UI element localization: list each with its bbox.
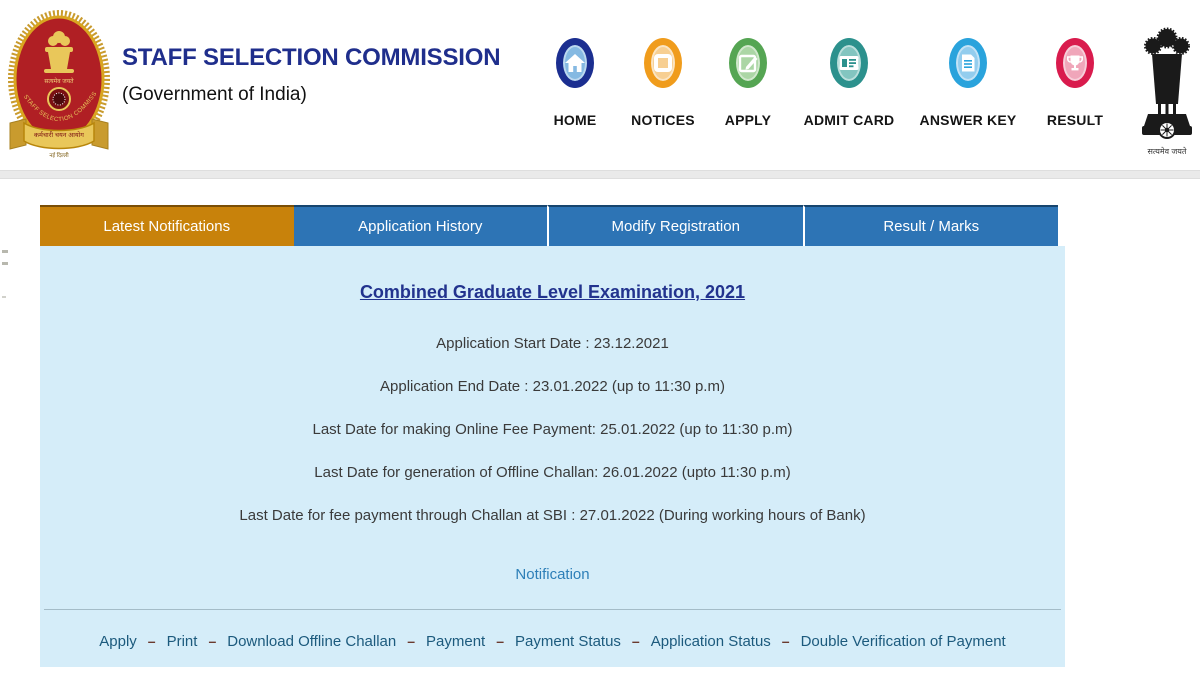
nav-label-answer-key: ANSWER KEY [919,112,1017,128]
online-fee-last-date: Last Date for making Online Fee Payment:… [312,421,793,438]
site-title: STAFF SELECTION COMMISSION [122,44,501,71]
print-link[interactable]: Print [166,633,198,650]
result-icon [1056,38,1094,88]
nav-label-home: HOME [553,112,597,128]
notice-panel: Combined Graduate Level Examination, 202… [40,246,1065,667]
tab-bar: Latest Notifications Application History… [40,205,1058,246]
home-icon [556,38,594,88]
tab-modify-registration[interactable]: Modify Registration [547,205,803,246]
ssc-logo: सत्यमेव जयते STAFF SELECTION COMMISSION … [5,3,110,164]
notification-link[interactable]: Notification [515,566,590,583]
download-offline-challan-link[interactable]: Download Offline Challan [227,633,397,650]
dash-separator: – [631,633,640,649]
offline-challan-last-date: Last Date for generation of Offline Chal… [314,464,791,481]
nav-label-notices: NOTICES [631,112,695,128]
apply-icon [729,38,767,88]
nav-label-admit-card: ADMIT CARD [803,112,895,128]
left-edge-artifact [2,262,8,265]
nav-admit-card[interactable]: ADMIT CARD [787,38,911,128]
tab-result-marks[interactable]: Result / Marks [802,205,1058,246]
dash-separator: – [208,633,217,649]
payment-link[interactable]: Payment [426,633,486,650]
logo-ribbon: कर्मचारी चयन आयोग नई दिल्ली [9,118,109,159]
left-edge-artifact [2,296,6,298]
logo-ribbon-text: कर्मचारी चयन आयोग [34,131,84,139]
dash-separator: – [147,633,156,649]
tab-application-history[interactable]: Application History [293,205,547,246]
nav-apply[interactable]: APPLY [686,38,810,128]
admit-card-icon [830,38,868,88]
dash-separator: – [781,633,790,649]
notices-icon [644,38,682,88]
logo-ribbon-subtext: नई दिल्ली [49,152,69,159]
double-verification-link[interactable]: Double Verification of Payment [800,633,1006,650]
answer-key-icon [949,38,987,88]
application-end-date: Application End Date : 23.01.2022 (up to… [380,378,725,395]
apply-link[interactable]: Apply [99,633,137,650]
nav-label-apply: APPLY [724,112,772,128]
exam-title-link[interactable]: Combined Graduate Level Examination, 202… [359,282,746,302]
actions-row: Apply – Print – Download Offline Challan – Pay… [40,633,1065,650]
header-separator [0,170,1200,179]
application-status-link[interactable]: Application Status [650,633,771,650]
sbi-challan-last-date: Last Date for fee payment through Challa… [239,507,866,524]
left-edge-artifact [2,250,8,253]
nav-label-result: RESULT [1046,112,1104,128]
logo-badge-center [52,92,66,106]
application-start-date: Application Start Date : 23.12.2021 [436,335,669,352]
nav-answer-key[interactable]: ANSWER KEY [906,38,1030,128]
logo-pillar-icon [44,31,74,73]
nav-home[interactable]: HOME [513,38,637,128]
emblem-motto-text: सत्यमेव जयते [1148,146,1187,156]
nav-result[interactable]: RESULT [1013,38,1137,128]
site-subtitle: (Government of India) [122,84,307,105]
dash-separator: – [407,633,416,649]
actions-divider [44,609,1061,610]
tab-latest-notifications[interactable]: Latest Notifications [40,205,294,246]
dash-separator: – [496,633,505,649]
brand-block: STAFF SELECTION COMMISSION (Government o… [122,44,501,106]
logo-motto-text: सत्यमेव जयते [44,77,74,85]
national-emblem-icon: सत्यमेव जयते [1138,22,1196,164]
payment-status-link[interactable]: Payment Status [515,633,621,650]
nav-notices[interactable]: NOTICES [601,38,725,128]
